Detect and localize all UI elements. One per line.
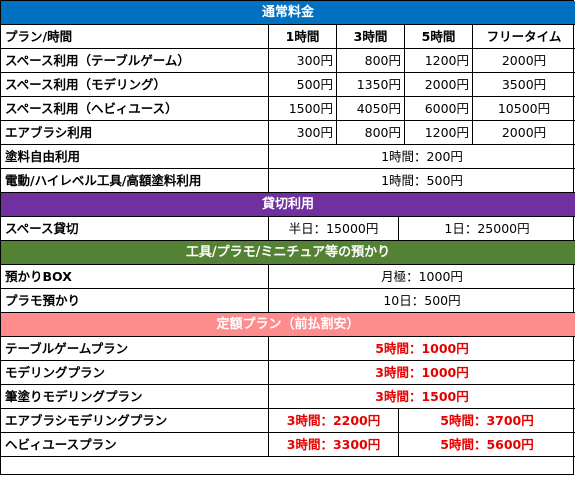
row-label: スペース利用（モデリング） xyxy=(1,73,269,96)
plan-price-cell: 3時間：2200円 xyxy=(269,409,399,432)
price-cell: 1日：25000円 xyxy=(444,221,530,236)
table-row: ヘビィユースプラン 3時間：3300円 5時間：5600円 xyxy=(1,433,575,457)
row-label: テーブルゲームプラン xyxy=(1,337,269,360)
row-label: 電動/ハイレベル工具/高額塗料利用 xyxy=(1,169,269,192)
table-row: 塗料自由利用 1時間：200円 xyxy=(1,145,575,169)
price-cell: 1200円 xyxy=(405,121,473,144)
row-label: スペース貸切 xyxy=(1,217,269,240)
table-row: 電動/ハイレベル工具/高額塗料利用 1時間：500円 xyxy=(1,169,575,193)
price-cell: 6000円 xyxy=(405,97,473,120)
table-row: スペース利用（ヘビィユース） 1500円 4050円 6000円 10500円 xyxy=(1,97,575,121)
table-row: スペース利用（テーブルゲーム） 300円 800円 1200円 2000円 xyxy=(1,49,575,73)
row-label: エアブラシ利用 xyxy=(1,121,269,144)
header-label: プラン/時間 xyxy=(1,25,269,48)
section-header-charter: 貸切利用 xyxy=(1,193,575,217)
price-cell: 月極：1000円 xyxy=(381,269,463,284)
table-row: エアブラシ利用 300円 800円 1200円 2000円 xyxy=(1,121,575,145)
price-cell: 300円 xyxy=(269,49,337,72)
row-label: 預かりBOX xyxy=(1,265,269,288)
table-row: プラモ預かり 10日：500円 xyxy=(1,289,575,313)
price-cell: 10日：500円 xyxy=(383,293,461,308)
plan-price-cell: 5時間：1000円 xyxy=(375,341,469,356)
price-cell: 800円 xyxy=(337,121,405,144)
section-header-storage: 工具/プラモ/ミニチュア等の預かり xyxy=(1,241,575,265)
price-cell: 500円 xyxy=(269,73,337,96)
plan-price-cell: 5時間：5600円 xyxy=(440,437,534,452)
header-col-free: フリータイム xyxy=(486,29,562,44)
table-row: エアブラシモデリングプラン 3時間：2200円 5時間：3700円 xyxy=(1,409,575,433)
header-col-5h: 5時間 xyxy=(405,25,473,48)
price-cell: 半日：15000円 xyxy=(269,217,399,240)
table-row: スペース利用（モデリング） 500円 1350円 2000円 3500円 xyxy=(1,73,575,97)
section-header-plans: 定額プラン（前払割安） xyxy=(1,313,575,337)
plan-price-cell: 3時間：1000円 xyxy=(375,365,469,380)
price-cell: 2000円 xyxy=(501,125,547,140)
row-label: モデリングプラン xyxy=(1,361,269,384)
price-cell: 800円 xyxy=(337,49,405,72)
price-cell: 1時間：500円 xyxy=(381,173,463,188)
row-label: プラモ預かり xyxy=(1,289,269,312)
table-row: スペース貸切 半日：15000円 1日：25000円 xyxy=(1,217,575,241)
column-header-row: プラン/時間 1時間 3時間 5時間 フリータイム xyxy=(1,25,575,49)
plan-price-cell: 3時間：3300円 xyxy=(269,433,399,456)
row-label: エアブラシモデリングプラン xyxy=(1,409,269,432)
price-cell: 2000円 xyxy=(501,53,547,68)
price-cell: 1500円 xyxy=(269,97,337,120)
price-cell: 2000円 xyxy=(405,73,473,96)
table-row: 預かりBOX 月極：1000円 xyxy=(1,265,575,289)
price-cell: 1時間：200円 xyxy=(381,149,463,164)
row-label: スペース利用（ヘビィユース） xyxy=(1,97,269,120)
header-col-3h: 3時間 xyxy=(337,25,405,48)
price-cell: 3500円 xyxy=(501,77,547,92)
plan-price-cell: 3時間：1500円 xyxy=(375,389,469,404)
row-label: ヘビィユースプラン xyxy=(1,433,269,456)
row-label: スペース利用（テーブルゲーム） xyxy=(1,49,269,72)
price-cell: 1350円 xyxy=(337,73,405,96)
header-col-1h: 1時間 xyxy=(269,25,337,48)
price-cell: 300円 xyxy=(269,121,337,144)
row-label: 塗料自由利用 xyxy=(1,145,269,168)
price-cell: 1200円 xyxy=(405,49,473,72)
row-label: 筆塗りモデリングプラン xyxy=(1,385,269,408)
plan-price-cell: 5時間：3700円 xyxy=(440,413,534,428)
table-row: 筆塗りモデリングプラン 3時間：1500円 xyxy=(1,385,575,409)
section-header-regular: 通常料金 xyxy=(1,1,575,25)
table-row: テーブルゲームプラン 5時間：1000円 xyxy=(1,337,575,361)
table-row: モデリングプラン 3時間：1000円 xyxy=(1,361,575,385)
price-cell: 10500円 xyxy=(497,101,551,116)
price-cell: 4050円 xyxy=(337,97,405,120)
